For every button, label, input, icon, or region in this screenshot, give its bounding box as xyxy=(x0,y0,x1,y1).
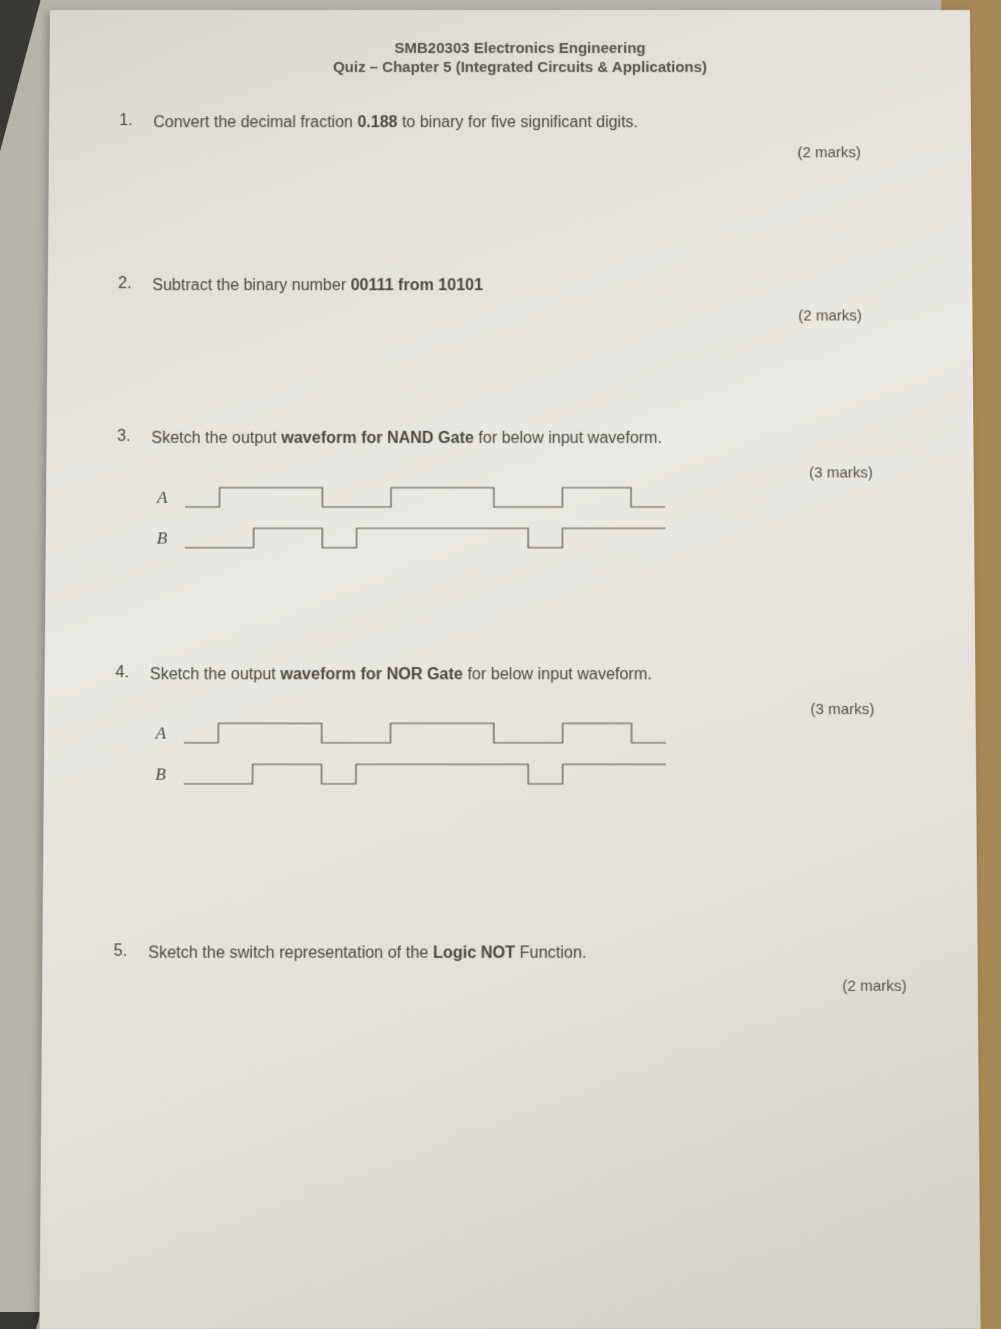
question-5: 5. Sketch the switch representation of t… xyxy=(113,943,926,965)
text-before: Sketch the output xyxy=(150,666,281,683)
wave-label-a: A xyxy=(156,724,184,744)
wave-label-b: B xyxy=(155,765,183,786)
waveform-a-svg xyxy=(185,484,679,510)
text-after: for below input waveform. xyxy=(474,430,662,447)
text-before: Sketch the switch representation of the xyxy=(148,945,433,963)
waveform-block: A B xyxy=(155,721,925,789)
text-before: Convert the decimal fraction xyxy=(153,114,357,131)
question-3: 3. Sketch the output waveform for NAND G… xyxy=(116,428,924,552)
text-bold: 0.188 xyxy=(357,114,397,131)
wave-row-b: B xyxy=(155,762,925,789)
question-number: 5. xyxy=(114,943,149,962)
question-text: Sketch the output waveform for NOR Gate … xyxy=(150,664,925,686)
text-after: to binary for five significant digits. xyxy=(397,114,638,131)
question-number: 3. xyxy=(117,428,151,446)
question-text: Sketch the output waveform for NAND Gate… xyxy=(151,428,923,450)
text-bold: Logic NOT xyxy=(433,945,515,963)
waveform-block: A B xyxy=(157,484,924,551)
course-title: SMB20303 Electronics Engineering xyxy=(240,40,800,57)
question-2: 2. Subtract the binary number 00111 from… xyxy=(118,275,922,297)
question-number: 2. xyxy=(118,275,152,293)
wave-label-a: A xyxy=(157,487,185,507)
text-after: for below input waveform. xyxy=(463,666,652,683)
text-bold: 00111 from 10101 xyxy=(351,277,483,294)
quiz-subtitle: Quiz – Chapter 5 (Integrated Circuits & … xyxy=(240,59,801,76)
question-text: Subtract the binary number 00111 from 10… xyxy=(152,275,922,297)
marks-label: (2 marks) xyxy=(797,144,861,161)
question-text: Sketch the switch representation of the … xyxy=(148,943,927,965)
marks-label: (3 marks) xyxy=(809,464,873,481)
wave-row-b: B xyxy=(157,525,924,551)
header-block: SMB20303 Electronics Engineering Quiz – … xyxy=(240,40,801,76)
waveform-a-svg xyxy=(184,721,680,748)
marks-label: (2 marks) xyxy=(798,307,862,324)
question-text: Convert the decimal fraction 0.188 to bi… xyxy=(153,112,921,134)
question-number: 4. xyxy=(115,664,150,682)
waveform-b-svg xyxy=(185,525,680,551)
question-4: 4. Sketch the output waveform for NOR Ga… xyxy=(115,664,926,789)
wave-row-a: A xyxy=(157,484,924,510)
wave-row-a: A xyxy=(155,721,925,748)
text-before: Sketch the output xyxy=(151,430,281,447)
quiz-paper: SMB20303 Electronics Engineering Quiz – … xyxy=(39,10,980,1329)
text-before: Subtract the binary number xyxy=(152,277,350,294)
wave-label-b: B xyxy=(157,528,185,548)
question-1: 1. Convert the decimal fraction 0.188 to… xyxy=(119,112,921,134)
marks-label: (3 marks) xyxy=(810,701,874,718)
question-number: 1. xyxy=(119,112,153,130)
waveform-b-svg xyxy=(184,762,681,789)
marks-label: (2 marks) xyxy=(842,978,907,996)
text-after: Function. xyxy=(515,945,586,963)
text-bold: waveform for NOR Gate xyxy=(280,666,463,683)
text-bold: waveform for NAND Gate xyxy=(281,430,474,447)
